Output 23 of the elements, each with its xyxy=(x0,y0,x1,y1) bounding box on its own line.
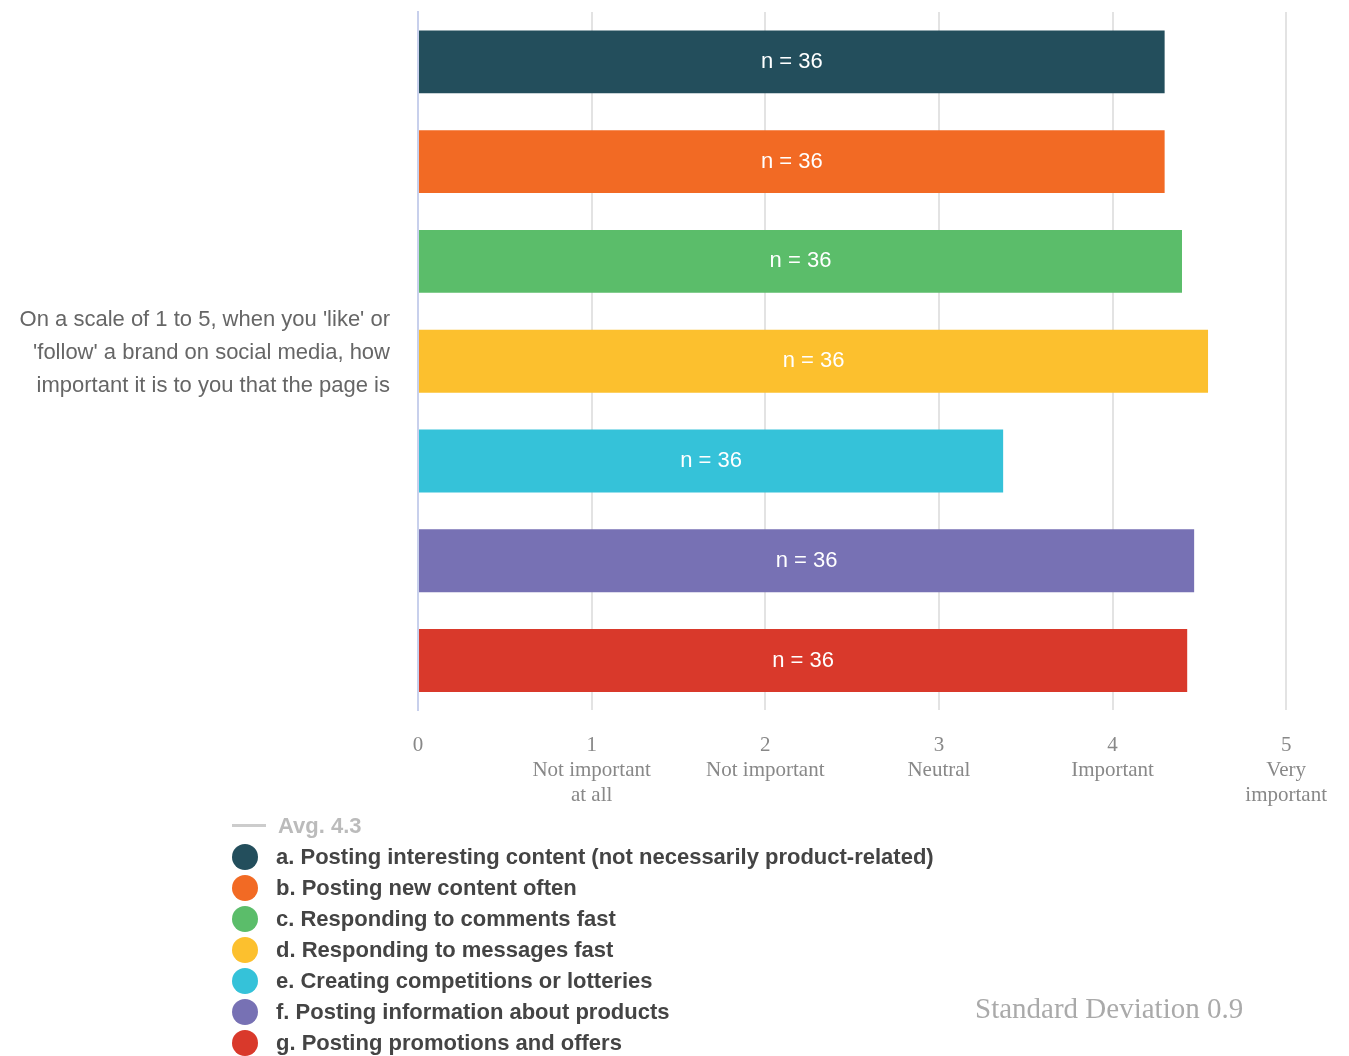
annotation: n = 36 xyxy=(769,247,832,273)
legend-label: f. Posting information about products xyxy=(275,997,671,1026)
x-tick-label: 4 Important xyxy=(1071,731,1155,781)
x-tick-label: 1 Not important at all xyxy=(532,731,651,806)
legend-label: g. Posting promotions and offers xyxy=(275,1028,623,1056)
annotation: n = 36 xyxy=(680,447,742,473)
text: Standard Deviation 0.9 xyxy=(975,992,1244,1025)
x-tick-label: 5 Very important xyxy=(1245,731,1328,806)
x-tick-label: 2 Not important xyxy=(706,731,825,781)
x-tick-label: 0 xyxy=(412,731,424,756)
annotation: n = 36 xyxy=(782,347,845,373)
annotation: n = 36 xyxy=(775,546,838,572)
legend-label: e. Creating competitions or lotteries xyxy=(275,966,654,995)
legend-label: c. Responding to comments fast xyxy=(275,904,617,933)
text: Avg. 4.3 xyxy=(277,811,363,840)
legend-label: a. Posting interesting content (not necessarily product-related) xyxy=(275,842,934,871)
annotation: n = 36 xyxy=(760,47,823,73)
y-axis-title: On a scale of 1 to 5, when you 'like' or 'follow' a brand on social media, how important it is to you that the page is xyxy=(18,304,390,399)
legend-label: d. Responding to messages fast xyxy=(275,935,615,964)
annotation: n = 36 xyxy=(760,147,823,173)
x-tick-label: 3 Neutral xyxy=(907,731,971,781)
legend-label: b. Posting new content often xyxy=(275,873,578,902)
annotation: n = 36 xyxy=(772,646,834,672)
